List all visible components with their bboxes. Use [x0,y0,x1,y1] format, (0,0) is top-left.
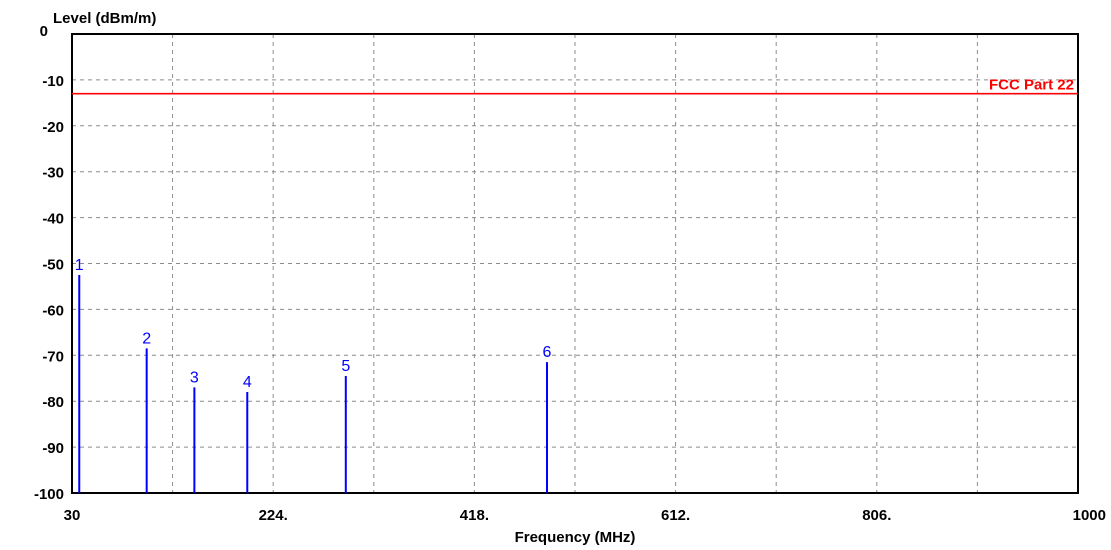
y-tick-label: -40 [42,211,64,228]
grid-lines [72,34,1078,493]
marker-label-6: 6 [543,344,552,361]
y-axis-title: Level (dBm/m) [53,10,156,27]
y-tick-label: 0 [40,23,48,40]
y-tick-label: -30 [42,165,64,182]
x-tick-label: 1000 [1073,507,1106,524]
x-tick-label: 30 [64,507,81,524]
marker-label-4: 4 [243,374,252,391]
plot-area-frame [71,33,1079,494]
x-tick-labels: 30 224. 418. 612. 806. 1000 [64,507,1106,524]
x-tick-label: 806. [862,507,891,524]
y-tick-label: -60 [42,302,64,319]
limit-line-label: FCC Part 22 [989,77,1074,94]
marker-label-2: 2 [142,330,151,347]
x-tick-label: 224. [259,507,288,524]
y-tick-labels: 0 -10 -20 -30 -40 -50 -60 -70 -80 -90 -100 [34,23,64,503]
marker-label-5: 5 [341,358,350,375]
x-tick-label: 612. [661,507,690,524]
limit-line-group: FCC Part 22 [72,77,1078,95]
y-tick-label: -50 [42,257,64,274]
marker-label-1: 1 [75,257,84,274]
x-tick-label: 418. [460,507,489,524]
y-tick-label: -100 [34,486,64,503]
y-tick-label: -80 [42,394,64,411]
y-tick-label: -20 [42,119,64,136]
y-tick-label: -70 [42,348,64,365]
y-tick-label: -90 [42,440,64,457]
y-tick-label: -10 [42,73,64,90]
marker-label-3: 3 [190,369,199,386]
x-axis-title: Frequency (MHz) [515,529,636,546]
marker-group: 1 2 3 4 5 6 [75,257,552,493]
